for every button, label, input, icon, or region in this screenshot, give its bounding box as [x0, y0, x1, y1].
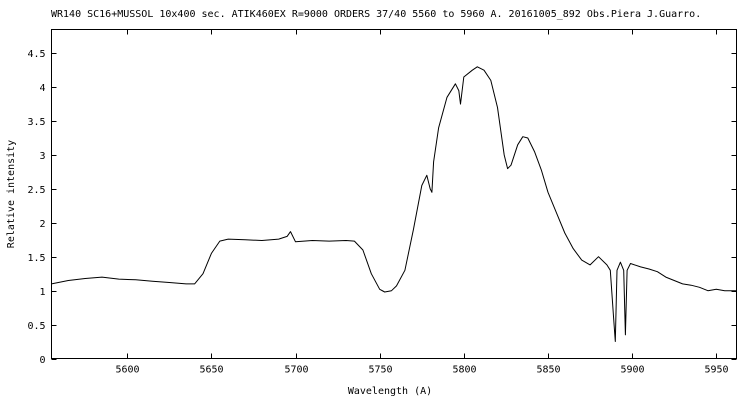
y-tick-label: 3.5 [27, 117, 45, 128]
series-group [51, 66, 737, 342]
y-tick-label: 2.5 [27, 185, 45, 196]
x-tick-label: 5800 [452, 365, 476, 376]
y-tick-label: 1.5 [27, 253, 45, 264]
y-axis: 0 0.5 1 1.5 2 2.5 3 3.5 4 4.5 [27, 49, 737, 366]
y-tick-label: 4 [39, 83, 45, 94]
x-axis-label: Wavelength (A) [348, 386, 432, 397]
x-tick-label: 5650 [199, 365, 223, 376]
x-tick-label: 5950 [704, 365, 728, 376]
chart-title: WR140 SC16+MUSSOL 10x400 sec. ATIK460EX … [51, 9, 701, 20]
x-axis: 5600 5650 5700 5750 5800 5850 5900 5950 [115, 29, 729, 376]
spectrum-line [51, 66, 737, 342]
y-tick-label: 3 [39, 151, 45, 162]
x-tick-label: 5700 [284, 365, 308, 376]
y-tick-label: 4.5 [27, 49, 45, 60]
y-axis-label: Relative intensity [6, 140, 17, 248]
y-tick-label: 0.5 [27, 321, 45, 332]
x-tick-label: 5850 [536, 365, 560, 376]
y-tick-label: 2 [39, 219, 45, 230]
y-tick-label: 0 [39, 355, 45, 366]
x-tick-label: 5600 [115, 365, 139, 376]
x-tick-label: 5900 [620, 365, 644, 376]
x-tick-label: 5750 [368, 365, 392, 376]
y-tick-label: 1 [39, 287, 45, 298]
plot-frame [51, 29, 737, 359]
